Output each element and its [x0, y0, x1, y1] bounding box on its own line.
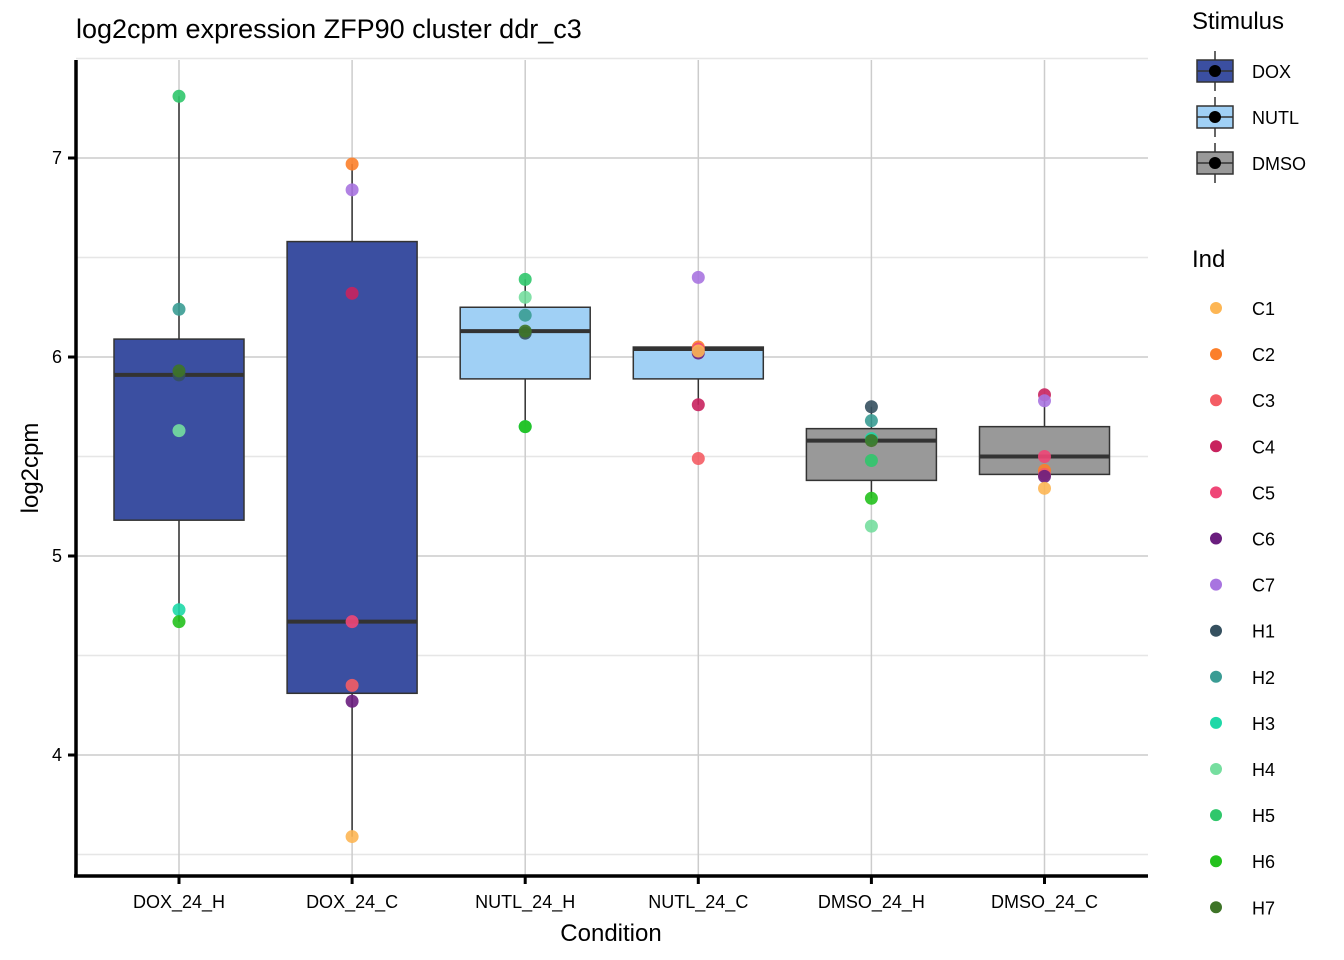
y-axis-title: log2cpm: [17, 423, 44, 514]
x-tick-label: DMSO_24_C: [991, 892, 1098, 913]
data-point-C7: [345, 183, 359, 197]
data-point-H4: [518, 290, 532, 304]
data-point-H5: [518, 272, 532, 286]
data-point-H6: [518, 420, 532, 434]
data-point-H1: [864, 400, 878, 414]
legend-key-point-C4: [1210, 440, 1222, 453]
legend-key-point-H3: [1210, 716, 1222, 729]
legend-label: H7: [1252, 898, 1275, 918]
legend-label: C1: [1252, 299, 1275, 319]
legend-label: H2: [1252, 668, 1275, 688]
y-tick-label: 7: [52, 148, 62, 168]
data-point-C2: [345, 157, 359, 171]
data-point-C6: [1038, 469, 1051, 483]
x-axis-title: Condition: [560, 920, 661, 947]
data-point-C3: [691, 451, 705, 465]
points: [172, 89, 1051, 844]
data-point-C6: [345, 694, 359, 708]
data-point-H5: [864, 453, 878, 467]
x-tick-label: DOX_24_C: [306, 892, 398, 913]
data-point-C1: [345, 830, 359, 844]
legend-key-point: [1209, 157, 1221, 169]
legend-label: C5: [1252, 483, 1275, 503]
legend-label: C6: [1252, 530, 1275, 550]
data-point-C5: [1038, 450, 1051, 463]
legend-label: DOX: [1252, 62, 1291, 82]
data-point-C1: [1038, 481, 1051, 495]
data-point-H7: [864, 434, 878, 448]
data-point-H5: [172, 89, 186, 103]
legend-key-point-C3: [1210, 394, 1222, 407]
data-point-H2: [864, 414, 878, 428]
legend-ind-title: Ind: [1192, 246, 1225, 273]
data-point-H2: [518, 308, 532, 322]
legend-label: C3: [1252, 391, 1275, 411]
legend-key-point-H5: [1210, 809, 1222, 822]
legend-key-point: [1209, 111, 1221, 123]
legend-label: H6: [1252, 852, 1275, 872]
legend-label: C2: [1252, 345, 1275, 365]
data-point-H6: [864, 491, 878, 505]
y-tick-label: 5: [52, 546, 62, 566]
x-tick-label: DMSO_24_H: [818, 892, 925, 913]
legend-label: C7: [1252, 576, 1275, 596]
data-point-C3: [345, 678, 359, 692]
legend-key-point: [1209, 65, 1221, 77]
data-point-H4: [864, 519, 878, 533]
data-point-C5: [345, 615, 359, 629]
legend-ind: C1 C2 C3 C4 C5 C6 C7 H1 H2 H3 H4 H5 H6 H7: [1210, 299, 1275, 918]
data-point-C4: [345, 286, 359, 300]
y-tick-label: 6: [52, 347, 62, 367]
legend-key-point-H4: [1210, 763, 1222, 775]
legend-key-point-H7: [1210, 901, 1222, 914]
legend-key-point-C2: [1210, 348, 1222, 361]
legend-stimulus-title: Stimulus: [1192, 8, 1284, 35]
data-point-H7: [518, 324, 532, 338]
data-point-C7: [1038, 394, 1051, 408]
legend-label: C4: [1252, 437, 1275, 457]
data-point-H3: [172, 603, 186, 617]
legend-key-point-C5: [1210, 486, 1222, 499]
legend-label: DMSO: [1252, 154, 1306, 174]
data-point-C4: [691, 398, 705, 412]
data-point-C1: [691, 344, 705, 358]
x-tick-label: DOX_24_H: [133, 892, 225, 913]
legend-key-point-C1: [1210, 302, 1222, 314]
legend-stimulus: DOX NUTL DMSO: [1196, 51, 1306, 183]
boxes: [113, 96, 1111, 837]
legend-label: H1: [1252, 622, 1275, 642]
legend-label: NUTL: [1252, 108, 1299, 128]
x-tick-label: NUTL_24_H: [475, 892, 575, 913]
y-tick-label: 4: [52, 745, 62, 765]
legend-key-point-H2: [1210, 670, 1222, 683]
data-point-H4: [172, 424, 186, 438]
x-tick-label: NUTL_24_C: [648, 892, 748, 913]
axes: 4 5 6 7 DOX_24_H DOX_24_C NUTL_24_H NUTL_24_C DM…: [52, 60, 1148, 913]
data-point-H2: [172, 302, 186, 316]
legend-label: H3: [1252, 714, 1275, 734]
legend-label: H5: [1252, 806, 1275, 826]
chart-title: log2cpm expression ZFP90 cluster ddr_c3: [76, 14, 582, 44]
legend-key-point-C7: [1210, 578, 1222, 591]
legend-label: H4: [1252, 760, 1275, 780]
data-point-C7: [691, 270, 705, 284]
data-point-H7: [172, 364, 186, 378]
legend-key-point-H1: [1210, 624, 1222, 637]
legend-key-point-C6: [1210, 532, 1222, 545]
data-point-H6: [172, 615, 186, 629]
legend-key-point-H6: [1210, 855, 1222, 868]
